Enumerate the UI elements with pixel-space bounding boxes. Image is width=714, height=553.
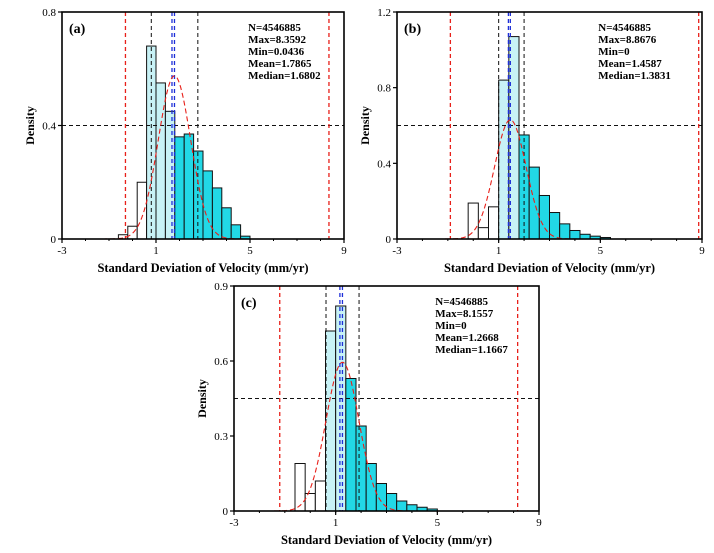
y-tick-label: 0.4 bbox=[377, 158, 391, 170]
histogram-bar-1 bbox=[294, 463, 306, 511]
y-tick-label: 1.2 bbox=[377, 7, 391, 19]
stats-line-4: Mean=1.4587 bbox=[598, 58, 662, 70]
histogram-bar-12 bbox=[406, 504, 418, 511]
y-axis-label: Density bbox=[23, 106, 37, 145]
panel-label: (a) bbox=[69, 22, 86, 37]
histogram-bar-7 bbox=[355, 425, 367, 511]
histogram-bar-14 bbox=[240, 235, 251, 239]
histogram-bar-6 bbox=[164, 110, 176, 239]
y-tick-label: 0 bbox=[386, 234, 392, 246]
y-tick-label: 0.9 bbox=[214, 281, 228, 293]
histogram-bar-3 bbox=[488, 206, 500, 239]
histogram-bar-2 bbox=[477, 227, 490, 239]
histogram-bar-2 bbox=[304, 493, 316, 511]
x-tick-label: 9 bbox=[536, 517, 542, 529]
histogram-bar-7 bbox=[528, 166, 540, 239]
x-tick-label: 5 bbox=[598, 245, 604, 257]
panel-c-chart: -3 1 5 9 0 0.3 0.6 0.9 Standard Deviation of Vel… bbox=[195, 281, 542, 547]
y-tick-label: 0 bbox=[223, 506, 229, 518]
x-tick-label: -3 bbox=[57, 245, 67, 257]
y-tick-label: 0.4 bbox=[42, 121, 56, 133]
histogram-bar-14 bbox=[426, 508, 438, 511]
histogram-bar-5 bbox=[335, 305, 347, 511]
histogram-bar-11 bbox=[569, 229, 581, 239]
panel-a-chart: -3 1 5 9 0 0.4 0.8 Standard Deviation of Veloci… bbox=[23, 7, 347, 275]
histogram-bar-12 bbox=[221, 207, 232, 239]
y-tick-label: 0.6 bbox=[214, 356, 228, 368]
histogram-bar-11 bbox=[211, 187, 223, 239]
x-axis-label: Standard Deviation of Velocity (mm/yr) bbox=[444, 261, 655, 275]
x-tick-label: 1 bbox=[496, 245, 502, 257]
histogram-bar-10 bbox=[386, 493, 398, 511]
histogram-bar-1 bbox=[467, 202, 479, 239]
histogram-bar-10 bbox=[559, 223, 571, 239]
histogram-bar-3 bbox=[314, 480, 326, 511]
histogram-bar-7 bbox=[174, 136, 185, 239]
plot-area bbox=[234, 286, 539, 511]
histogram-bar-8 bbox=[365, 463, 377, 511]
histogram-bar-13 bbox=[230, 224, 242, 239]
y-axis-label: Density bbox=[195, 379, 209, 418]
stats-line-3: Min=0 bbox=[435, 320, 467, 332]
histogram-bar-4 bbox=[498, 79, 510, 239]
stats-line-1: N=4546885 bbox=[435, 296, 488, 308]
histogram-bar-9 bbox=[375, 483, 387, 511]
x-tick-label: -3 bbox=[229, 517, 239, 529]
panel-label: (c) bbox=[241, 296, 257, 311]
panel-b-chart: -3 1 5 9 0 0.4 0.8 1.2 Standard Deviation of Vel… bbox=[358, 7, 705, 275]
y-axis-label: Density bbox=[358, 106, 372, 145]
y-tick-label: 0.8 bbox=[377, 83, 391, 95]
stats-line-4: Mean=1.2668 bbox=[435, 332, 499, 344]
x-tick-label: -3 bbox=[392, 245, 402, 257]
histogram-bar-3 bbox=[136, 181, 148, 239]
stats-line-2: Max=8.1557 bbox=[435, 308, 493, 320]
stats-line-5: Median=1.6802 bbox=[248, 70, 321, 82]
x-axis-label: Standard Deviation of Velocity (mm/yr) bbox=[97, 261, 308, 275]
stats-line-5: Median=1.3831 bbox=[598, 70, 671, 82]
panel-label: (b) bbox=[404, 22, 421, 37]
x-tick-label: 9 bbox=[341, 245, 347, 257]
normal-fit-curve bbox=[62, 75, 344, 239]
histogram-bar-4 bbox=[325, 330, 337, 511]
stats-line-3: Min=0 bbox=[598, 46, 630, 58]
stats-line-2: Max=8.8676 bbox=[598, 34, 656, 46]
x-tick-label: 1 bbox=[333, 517, 339, 529]
histogram-bar-11 bbox=[396, 500, 408, 511]
histogram-bar-8 bbox=[538, 194, 550, 239]
stats-line-2: Max=8.3592 bbox=[248, 34, 306, 46]
y-tick-label: 0.8 bbox=[42, 7, 56, 19]
x-tick-label: 1 bbox=[153, 245, 159, 257]
x-tick-label: 5 bbox=[247, 245, 253, 257]
stats-line-1: N=4546885 bbox=[598, 22, 651, 34]
plot-area bbox=[397, 12, 702, 239]
y-tick-label: 0 bbox=[51, 234, 57, 246]
x-tick-label: 5 bbox=[435, 517, 441, 529]
stats-line-1: N=4546885 bbox=[248, 22, 301, 34]
stats-line-5: Median=1.1667 bbox=[435, 344, 508, 356]
plot-area bbox=[62, 12, 344, 239]
stats-line-4: Mean=1.7865 bbox=[248, 58, 312, 70]
stats-line-3: Min=0.0436 bbox=[248, 46, 305, 58]
y-tick-label: 0.3 bbox=[214, 431, 228, 443]
x-tick-label: 9 bbox=[699, 245, 705, 257]
x-axis-label: Standard Deviation of Velocity (mm/yr) bbox=[281, 533, 492, 547]
histogram-bar-10 bbox=[202, 170, 213, 239]
